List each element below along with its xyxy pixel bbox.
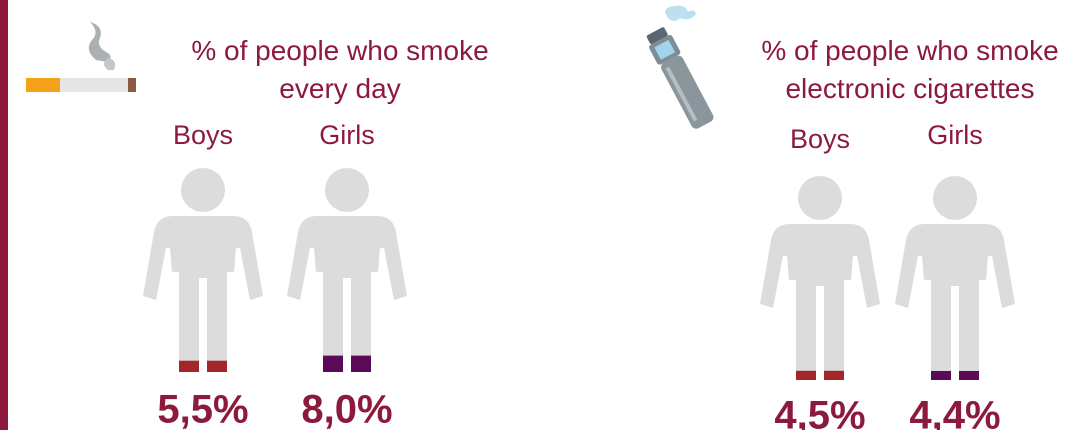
fill-bar bbox=[143, 360, 263, 372]
figure-body bbox=[760, 224, 880, 380]
vape-icon bbox=[646, 5, 714, 129]
side-bar bbox=[0, 0, 8, 430]
chart-title: % of people who smoke every day bbox=[191, 35, 489, 104]
category-label: Girls bbox=[927, 120, 983, 150]
chart-title: % of people who smoke electronic cigaret… bbox=[761, 35, 1059, 104]
fill-bar bbox=[287, 355, 407, 372]
cigarette-icon bbox=[26, 22, 136, 92]
value-label: 4,5% bbox=[774, 394, 865, 430]
value-label: 4,4% bbox=[909, 394, 1000, 430]
category-label: Girls bbox=[319, 120, 375, 150]
figure-head bbox=[325, 168, 369, 212]
figure-head bbox=[933, 176, 977, 220]
figure-head bbox=[798, 176, 842, 220]
value-label: 8,0% bbox=[301, 388, 392, 430]
value-label: 5,5% bbox=[157, 388, 248, 430]
category-label: Boys bbox=[173, 120, 233, 150]
fill-bar bbox=[760, 370, 880, 380]
figure-head bbox=[181, 168, 225, 212]
fill-bar bbox=[895, 370, 1015, 380]
figure-body bbox=[287, 216, 407, 372]
figure-body bbox=[143, 216, 263, 372]
figure-body bbox=[895, 224, 1015, 380]
category-label: Boys bbox=[790, 124, 850, 154]
